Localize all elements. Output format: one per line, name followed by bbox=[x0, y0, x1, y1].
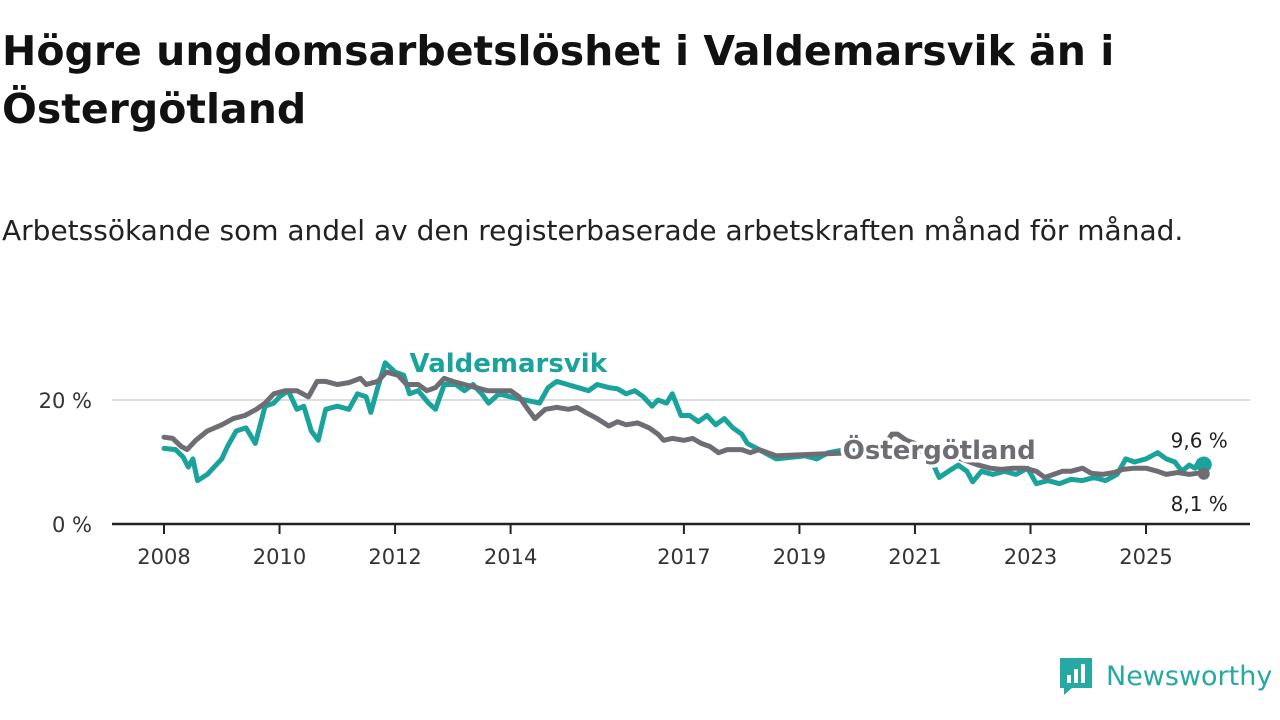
x-tick-label: 2012 bbox=[368, 545, 421, 569]
series-end-point bbox=[1197, 467, 1210, 480]
x-tick-label: 2008 bbox=[137, 545, 190, 569]
series-name-label: Valdemarsvik bbox=[410, 349, 608, 379]
x-tick-label: 2019 bbox=[773, 545, 826, 569]
series-end-point bbox=[1195, 456, 1212, 473]
y-tick-label: 0 % bbox=[52, 513, 92, 537]
x-tick-label: 2023 bbox=[1004, 545, 1057, 569]
series-name-label: Östergötland bbox=[843, 433, 1036, 466]
newsworthy-logo-icon bbox=[1060, 658, 1092, 695]
x-tick-label: 2021 bbox=[888, 545, 941, 569]
series-lines bbox=[161, 360, 1212, 487]
line-chart: 0 % 20 % 2008 2010 2012 2014 2017 2019 2021 2023… bbox=[39, 346, 1250, 569]
series-line-valdemarsvik bbox=[161, 360, 1207, 487]
newsworthy-brand: Newsworthy bbox=[1058, 654, 1272, 698]
y-tick-label: 20 % bbox=[39, 389, 92, 413]
chart-subtitle: Arbetssökande som andel av den registerb… bbox=[2, 214, 1184, 247]
x-axis-ticks: 2008 2010 2012 2014 2017 2019 2021 2023 2025 bbox=[112, 522, 1250, 569]
x-tick-label: 2010 bbox=[253, 545, 306, 569]
series-line-ostergotland bbox=[161, 369, 1207, 480]
brand-name: Newsworthy bbox=[1106, 660, 1273, 692]
x-tick-label: 2014 bbox=[484, 545, 537, 569]
x-tick-label: 2025 bbox=[1119, 545, 1172, 569]
series-labels: 9,6 % 8,1 % Valdemarsvik Östergötland bbox=[406, 346, 1228, 516]
series-end-label: 9,6 % bbox=[1171, 428, 1228, 452]
x-tick-label: 2017 bbox=[657, 545, 710, 569]
series-end-label: 8,1 % bbox=[1171, 492, 1228, 516]
y-axis-ticks: 0 % 20 % bbox=[39, 389, 92, 537]
chart-title: Högre ungdomsarbetslöshet i Valdemarsvik… bbox=[2, 27, 1115, 133]
